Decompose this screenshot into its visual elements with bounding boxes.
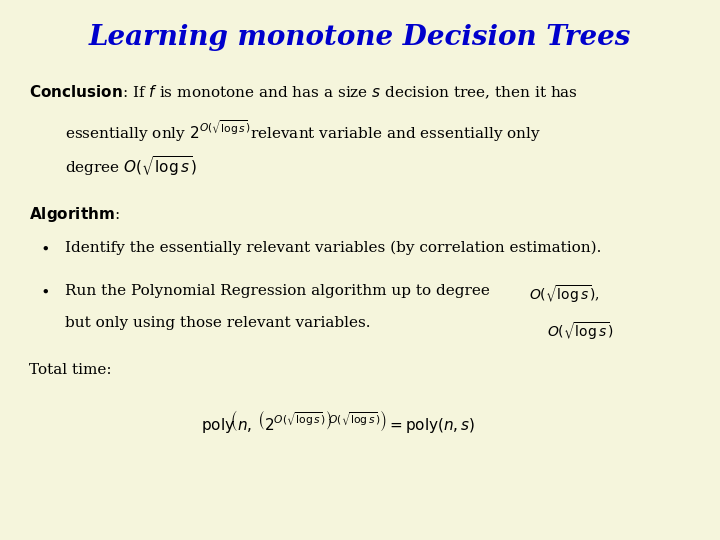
Text: but only using those relevant variables.: but only using those relevant variables. xyxy=(65,316,370,330)
Text: Identify the essentially relevant variables (by correlation estimation).: Identify the essentially relevant variab… xyxy=(65,240,601,255)
Text: degree $O(\sqrt{\log s})$: degree $O(\sqrt{\log s})$ xyxy=(65,154,197,178)
Text: essentially only $2^{O(\sqrt{\log s})}$relevant variable and essentially only: essentially only $2^{O(\sqrt{\log s})}$r… xyxy=(65,119,541,144)
Text: $O(\sqrt{\log s})$,: $O(\sqrt{\log s})$, xyxy=(529,284,600,306)
Text: $\mathbf{Algorithm}$:: $\mathbf{Algorithm}$: xyxy=(29,205,120,224)
Text: Run the Polynomial Regression algorithm up to degree: Run the Polynomial Regression algorithm … xyxy=(65,284,490,298)
Text: $\bullet$: $\bullet$ xyxy=(40,284,49,298)
Text: $\mathbf{Conclusion}$: If $f$ is monotone and has a size $s$ decision tree, then: $\mathbf{Conclusion}$: If $f$ is monoton… xyxy=(29,84,577,101)
Text: Total time:: Total time: xyxy=(29,363,112,377)
Text: Learning monotone Decision Trees: Learning monotone Decision Trees xyxy=(89,24,631,51)
Text: $O(\sqrt{\log s})$: $O(\sqrt{\log s})$ xyxy=(547,320,613,342)
Text: $\bullet$: $\bullet$ xyxy=(40,240,49,254)
Text: $\mathrm{poly}\!\left(n,\,\left(2^{O(\sqrt{\log s})}\right)^{\!\!O(\sqrt{\log s}: $\mathrm{poly}\!\left(n,\,\left(2^{O(\sq… xyxy=(202,408,475,435)
